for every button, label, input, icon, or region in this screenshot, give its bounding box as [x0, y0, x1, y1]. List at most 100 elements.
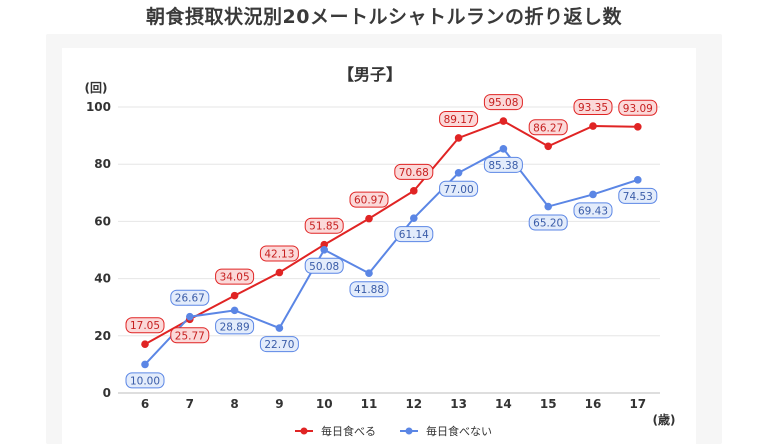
- data-point: [589, 190, 597, 199]
- data-point: [589, 122, 597, 130]
- series-line-2: [144, 147, 639, 366]
- y-tick-labels: 0 20 40 60 80 100: [86, 100, 111, 400]
- x-tick-label: 16: [585, 397, 602, 411]
- data-label-box: [304, 257, 344, 274]
- data-label: 42.13: [264, 249, 294, 261]
- data-label-box: [483, 94, 523, 111]
- data-label: 50.08: [309, 261, 339, 273]
- x-axis-unit: (歳): [653, 412, 676, 427]
- x-tick-label: 9: [275, 397, 283, 411]
- data-label: 61.14: [399, 229, 429, 241]
- x-tick-label: 17: [629, 397, 646, 411]
- data-label: 17.05: [130, 320, 160, 332]
- data-point: [365, 269, 373, 278]
- data-label: 74.53: [623, 191, 653, 203]
- data-point: [544, 142, 552, 151]
- data-label-box: [125, 317, 165, 334]
- data-label-box: [528, 119, 568, 136]
- data-label: 26.67: [175, 293, 205, 305]
- data-label-box: [215, 318, 255, 335]
- data-label: 70.68: [399, 167, 429, 179]
- y-tick-label: 0: [103, 386, 111, 400]
- data-label-box: [170, 289, 210, 306]
- x-tick-label: 8: [230, 397, 238, 411]
- data-point: [634, 122, 642, 131]
- x-tick-labels: 6 7 8 9 10 11 12 13 14 15 16 17: [141, 397, 646, 411]
- data-label-box: [259, 336, 299, 353]
- data-label-box: [439, 180, 479, 197]
- data-point: [365, 214, 373, 223]
- data-point: [544, 202, 552, 211]
- data-point: [634, 176, 642, 184]
- data-label-box: [618, 99, 658, 116]
- y-axis-unit: (回): [85, 81, 108, 95]
- data-label-box: [349, 191, 389, 208]
- data-label-box: [394, 163, 434, 180]
- data-label-box: [573, 202, 613, 219]
- data-point: [275, 324, 284, 332]
- y-tick-label: 40: [94, 272, 111, 286]
- data-label-box: [483, 156, 523, 173]
- data-label: 93.35: [578, 102, 608, 114]
- data-point: [141, 340, 149, 349]
- data-point: [410, 214, 418, 222]
- y-tick-label: 60: [94, 214, 111, 228]
- x-tick-label: 13: [450, 397, 467, 411]
- data-point: [454, 168, 463, 177]
- data-label-box: [259, 245, 299, 262]
- x-tick-label: 11: [361, 397, 378, 411]
- series-points: [141, 117, 642, 369]
- data-label: 95.08: [488, 97, 518, 109]
- data-label-box: [215, 268, 255, 285]
- chart-title: 【男子】: [338, 65, 402, 84]
- data-label-box: [573, 99, 613, 116]
- data-label: 65.20: [533, 218, 563, 230]
- data-label: 34.05: [220, 272, 250, 284]
- data-label-box: [439, 110, 479, 127]
- legend-marker: [405, 427, 413, 435]
- data-label-box: [304, 217, 344, 234]
- data-label: 51.85: [309, 221, 339, 233]
- data-label-box: [394, 226, 434, 243]
- legend-label: 毎日食べない: [426, 424, 492, 438]
- page-title: 朝食摂取状況別20メートルシャトルランの折り返し数: [146, 6, 622, 28]
- series-lines: [144, 119, 639, 366]
- x-tick-label: 7: [186, 397, 194, 411]
- x-tick-label: 12: [405, 397, 422, 411]
- data-label: 85.38: [488, 160, 518, 172]
- data-label-box: [125, 372, 165, 389]
- data-point: [320, 245, 329, 254]
- data-label-box: [618, 187, 658, 204]
- data-labels: 17.05 25.77 34.05 42.13 51.85 60.97 70.68 89.17…: [125, 94, 658, 389]
- data-label: 28.89: [220, 321, 250, 333]
- data-point: [230, 291, 239, 300]
- data-label: 25.77: [175, 330, 205, 342]
- x-tick-label: 10: [316, 397, 333, 411]
- data-label-box: [528, 214, 568, 231]
- data-point: [275, 268, 284, 277]
- data-label: 89.17: [444, 114, 474, 126]
- y-tick-label: 100: [86, 100, 111, 114]
- data-point: [454, 134, 463, 142]
- x-tick-label: 15: [540, 397, 557, 411]
- data-label: 10.00: [130, 375, 160, 387]
- legend-label: 毎日食べる: [321, 424, 376, 438]
- x-tick-label: 14: [495, 397, 512, 411]
- series-line-1: [144, 119, 638, 346]
- data-point: [410, 187, 418, 195]
- y-tick-label: 20: [94, 329, 111, 343]
- data-label-box: [170, 327, 210, 344]
- data-label: 93.09: [623, 103, 653, 115]
- x-tick-label: 6: [141, 397, 149, 411]
- data-point: [499, 117, 508, 125]
- data-label: 22.70: [264, 339, 294, 351]
- y-tick-label: 80: [94, 157, 111, 171]
- data-label-box: [349, 281, 389, 298]
- data-label: 77.00: [444, 184, 474, 196]
- data-point: [186, 312, 194, 321]
- data-point: [141, 360, 149, 369]
- data-label: 60.97: [354, 195, 384, 207]
- data-label: 69.43: [578, 205, 608, 217]
- data-point: [230, 306, 239, 315]
